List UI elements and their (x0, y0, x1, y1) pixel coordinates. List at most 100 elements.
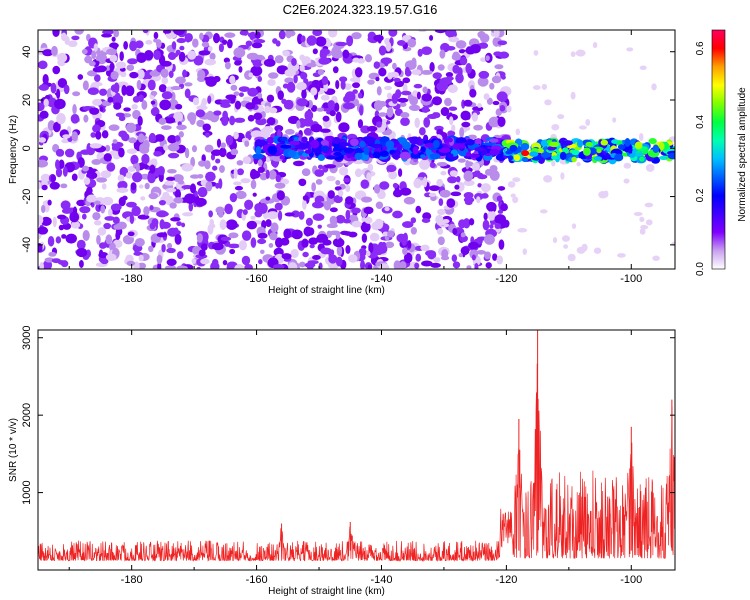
noise-blob (575, 49, 586, 57)
signal-blob (279, 155, 286, 160)
noise-blob (450, 191, 462, 197)
noise-blob (343, 83, 352, 90)
noise-blob (90, 132, 96, 138)
colorbar (711, 29, 726, 270)
noise-blob (274, 55, 284, 64)
noise-blob (118, 130, 128, 138)
noise-blob (500, 203, 508, 212)
noise-blob (182, 69, 187, 78)
noise-blob (466, 265, 472, 269)
noise-blob (165, 265, 177, 269)
noise-blob (438, 198, 444, 206)
noise-blob (147, 79, 156, 91)
noise-blob (626, 47, 634, 52)
noise-blob (47, 235, 55, 247)
noise-blob (230, 148, 239, 156)
noise-blob (445, 30, 457, 38)
noise-blob (111, 143, 121, 152)
noise-blob (348, 254, 358, 263)
noise-blob (334, 102, 340, 113)
noise-blob (428, 185, 441, 192)
noise-blob (222, 260, 228, 266)
noise-blob (218, 210, 224, 218)
noise-blob (204, 58, 217, 66)
noise-blob (113, 223, 124, 230)
signal-blob (363, 146, 370, 156)
noise-blob (284, 128, 295, 135)
signal-blob (667, 152, 675, 160)
noise-blob (276, 190, 285, 201)
noise-blob (82, 230, 90, 241)
noise-blob (446, 198, 456, 208)
signal-blob (562, 147, 569, 153)
noise-blob (396, 40, 406, 46)
noise-blob (420, 244, 430, 252)
noise-blob (81, 48, 88, 55)
noise-blob (378, 67, 387, 77)
noise-blob (165, 187, 177, 193)
signal-blob (635, 152, 644, 157)
noise-blob (645, 164, 655, 172)
signal-blob (611, 139, 619, 144)
signal-blob (458, 143, 466, 149)
noise-blob (478, 70, 490, 79)
noise-blob (105, 234, 113, 245)
noise-blob (38, 102, 45, 112)
noise-blob (220, 142, 227, 149)
noise-blob (244, 264, 253, 269)
signal-blob (396, 144, 403, 151)
noise-blob (284, 212, 295, 217)
noise-blob (275, 174, 281, 183)
noise-blob (297, 33, 303, 45)
noise-blob (447, 84, 458, 94)
noise-blob (321, 76, 329, 86)
noise-blob (449, 116, 454, 126)
noise-blob (153, 150, 162, 157)
noise-blob (266, 117, 276, 126)
noise-blob (81, 213, 87, 220)
noise-blob (40, 204, 46, 214)
noise-blob (175, 103, 183, 110)
noise-blob (196, 266, 201, 269)
noise-blob (108, 124, 120, 131)
noise-blob (219, 219, 227, 230)
noise-blob (421, 218, 431, 223)
noise-blob (131, 103, 138, 110)
noise-blob (463, 179, 475, 187)
noise-blob (459, 235, 468, 243)
noise-blob (213, 110, 222, 116)
noise-blob (388, 170, 398, 180)
noise-blob (345, 196, 354, 205)
signal-blob (604, 152, 611, 159)
noise-blob (257, 238, 267, 245)
noise-blob (71, 173, 78, 181)
signal-blob (320, 145, 329, 152)
noise-blob (416, 91, 421, 100)
noise-blob (585, 119, 591, 126)
noise-blob (581, 243, 588, 252)
signal-blob (370, 143, 383, 149)
noise-blob (234, 263, 245, 269)
noise-blob (105, 65, 111, 72)
noise-blob (315, 36, 327, 47)
noise-blob (266, 94, 275, 103)
noise-blob (373, 100, 383, 111)
noise-blob (139, 143, 148, 154)
noise-blob (421, 106, 430, 113)
noise-blob (497, 40, 508, 46)
noise-blob (127, 231, 135, 237)
noise-blob (477, 174, 488, 180)
noise-blob (466, 112, 471, 120)
noise-blob (178, 179, 185, 185)
noise-blob (96, 65, 107, 73)
noise-blob (317, 69, 325, 76)
bottom-xtick-label: -100 (620, 574, 642, 586)
noise-blob (115, 61, 127, 69)
noise-blob (415, 205, 422, 214)
noise-blob (287, 115, 300, 125)
noise-blob (207, 46, 213, 52)
noise-blob (78, 259, 84, 268)
noise-blob (373, 61, 381, 69)
noise-blob (216, 138, 222, 148)
noise-blob (392, 189, 403, 198)
